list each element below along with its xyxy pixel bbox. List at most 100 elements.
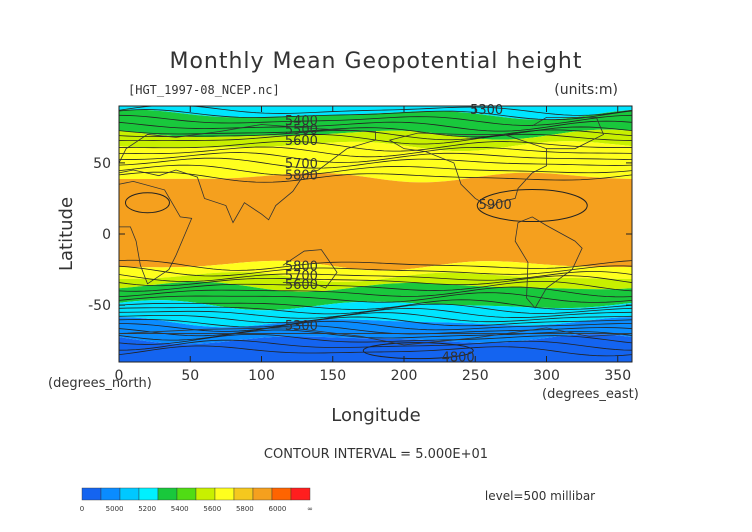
coastline	[388, 132, 547, 209]
y-unit-label: (degrees_north)	[48, 376, 152, 391]
contour-band	[119, 172, 632, 271]
contour-line	[476, 189, 588, 223]
contour-interval-text: CONTOUR INTERVAL = 5.000E+01	[264, 447, 488, 462]
colorbar-swatch	[157, 487, 178, 501]
contour-line	[118, 320, 633, 332]
file-label: [HGT_1997-08_NCEP.nc]	[128, 83, 280, 97]
colorbar-labels: 0 5000 5200 5400 5600 5800 6000 ∞	[80, 505, 313, 513]
contour-line	[118, 114, 633, 126]
coastline	[118, 124, 376, 224]
contour-line	[118, 275, 633, 287]
contour-label: 5700	[285, 157, 318, 172]
colorbar-swatch	[119, 487, 140, 501]
contour-line	[118, 345, 633, 357]
chart-title: Monthly Mean Geopotential height	[169, 49, 582, 74]
contour-line	[118, 109, 633, 121]
contour-line	[125, 192, 170, 214]
y-tick-label: 50	[93, 156, 111, 172]
contour-line	[118, 280, 633, 292]
contour-band	[119, 141, 632, 183]
x-tick-label: 50	[181, 368, 199, 384]
coastline	[282, 249, 338, 289]
contour-label: 5800	[285, 259, 318, 274]
x-tick-label: 300	[533, 368, 560, 384]
contour-line	[118, 312, 633, 324]
coastline	[118, 180, 193, 285]
colorbar-label: 5000	[106, 505, 124, 513]
colorbar-swatch	[290, 487, 311, 501]
coastline	[514, 216, 583, 309]
contour-line	[118, 292, 633, 303]
contour-line	[118, 299, 633, 310]
colorbar-swatch	[100, 487, 121, 501]
colorbar-swatch	[195, 487, 216, 501]
colorbar-swatch	[176, 487, 197, 501]
units-label: (units:m)	[554, 82, 618, 98]
contour-line	[118, 259, 633, 271]
colorbar-label: 5200	[138, 505, 156, 513]
colorbar-label: 5800	[236, 505, 254, 513]
contour-line	[118, 339, 633, 351]
coastline	[532, 116, 605, 150]
level-text: level=500 millibar	[485, 489, 595, 503]
y-tick-label: -50	[88, 298, 111, 314]
colorbar-swatch	[81, 487, 102, 501]
colorbar-label: 5600	[203, 505, 221, 513]
x-tick-label: 150	[319, 368, 346, 384]
contour-label: 4800	[442, 350, 475, 365]
colorbar-swatch	[271, 487, 292, 501]
colorbar-label: 6000	[269, 505, 287, 513]
contour-label: 5400	[285, 114, 318, 129]
contour-band	[119, 317, 632, 345]
colorbar-label: 0	[80, 505, 84, 513]
y-axis-label: Latitude	[56, 197, 77, 271]
x-tick-label: 0	[115, 368, 124, 384]
y-axis-ticks: -50 0 50	[88, 156, 632, 314]
contour-line	[118, 329, 633, 341]
x-axis-label: Longitude	[331, 405, 421, 426]
contour-label: 5600	[285, 278, 318, 293]
contour-label: 5700	[285, 269, 318, 284]
contour-line	[118, 265, 633, 277]
contour-band	[119, 300, 632, 328]
x-tick-label: 200	[391, 368, 418, 384]
contour-band	[119, 106, 632, 120]
y-tick-label: 0	[102, 227, 111, 243]
colorbar	[81, 487, 311, 501]
contour-line	[118, 325, 633, 337]
colorbar-swatch	[252, 487, 273, 501]
x-tick-label: 250	[462, 368, 489, 384]
contour-label: 5500	[285, 123, 318, 138]
contour-line	[118, 316, 633, 328]
contour-line	[118, 307, 633, 319]
colorbar-swatch	[233, 487, 254, 501]
contour-line	[118, 164, 633, 176]
contour-line	[119, 141, 633, 152]
colorbar-swatch	[138, 487, 159, 501]
contour-label: 5300	[285, 319, 318, 334]
contour-line	[362, 342, 474, 360]
contour-label: 5300	[470, 103, 503, 118]
coastline	[118, 327, 633, 346]
contour-label: 5800	[285, 168, 318, 183]
contour-fill-bands	[119, 106, 632, 362]
colorbar-label: 5400	[171, 505, 189, 513]
x-unit-label: (degrees_east)	[542, 387, 639, 402]
x-tick-label: 100	[248, 368, 275, 384]
contour-line	[118, 271, 633, 282]
contour-band	[119, 260, 632, 282]
x-tick-label: 350	[604, 368, 631, 384]
colorbar-label: ∞	[307, 505, 313, 513]
colorbar-swatch	[214, 487, 235, 501]
contour-line	[118, 171, 633, 183]
coastlines	[118, 116, 633, 346]
contour-line	[118, 286, 633, 298]
contour-line	[118, 105, 633, 116]
contour-line	[118, 120, 633, 132]
contour-label: 5600	[285, 134, 318, 149]
contour-line	[118, 303, 633, 315]
x-axis-ticks: 0 50 100 150 200 250 300 350	[115, 106, 631, 384]
contour-line	[118, 333, 633, 345]
contour-label: 5900	[479, 198, 512, 213]
